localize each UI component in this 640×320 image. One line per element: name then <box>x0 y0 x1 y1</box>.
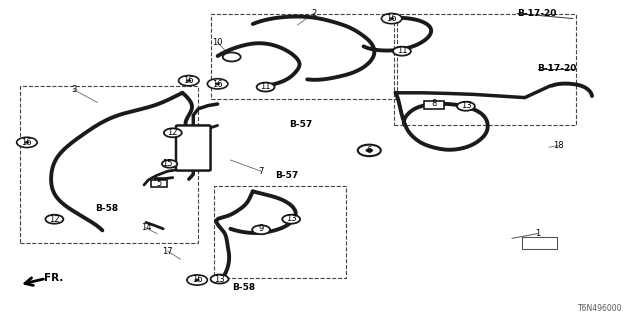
Bar <box>214 186 346 278</box>
Text: 16: 16 <box>184 76 194 85</box>
Text: 9: 9 <box>259 224 264 233</box>
Circle shape <box>162 160 177 168</box>
Text: 1: 1 <box>535 229 540 238</box>
Text: 16: 16 <box>212 80 223 89</box>
Text: 7: 7 <box>259 167 264 176</box>
Circle shape <box>389 17 394 20</box>
Text: 15: 15 <box>163 159 173 168</box>
Text: 13: 13 <box>461 101 471 110</box>
Text: 12: 12 <box>168 128 178 137</box>
Circle shape <box>207 79 228 89</box>
Text: 10: 10 <box>212 38 223 47</box>
Circle shape <box>223 52 241 61</box>
Circle shape <box>186 79 191 82</box>
Text: B-17-20: B-17-20 <box>538 64 577 73</box>
Circle shape <box>164 128 182 137</box>
Circle shape <box>252 225 270 234</box>
Circle shape <box>195 279 200 281</box>
Circle shape <box>381 13 402 24</box>
Text: B-17-20: B-17-20 <box>517 9 557 18</box>
Text: T6N496000: T6N496000 <box>577 304 622 313</box>
Circle shape <box>211 275 228 284</box>
Text: 12: 12 <box>49 215 60 224</box>
Text: 2: 2 <box>311 9 316 18</box>
Text: B-58: B-58 <box>95 204 118 213</box>
Text: 5: 5 <box>156 179 161 188</box>
Text: 16: 16 <box>192 276 202 284</box>
Text: 11: 11 <box>260 82 271 91</box>
Circle shape <box>179 76 199 86</box>
Bar <box>151 180 167 187</box>
Text: 6: 6 <box>367 146 372 155</box>
Text: 16: 16 <box>22 138 32 147</box>
Text: 3: 3 <box>71 85 76 94</box>
Circle shape <box>187 275 207 285</box>
Text: 16: 16 <box>387 14 397 23</box>
Text: 13: 13 <box>286 214 296 223</box>
Bar <box>211 14 397 99</box>
Text: B-57: B-57 <box>275 171 298 180</box>
Bar <box>20 86 198 243</box>
Circle shape <box>393 47 411 56</box>
Text: FR.: FR. <box>44 273 63 283</box>
Circle shape <box>365 148 373 152</box>
Text: 17: 17 <box>163 247 173 256</box>
Text: B-58: B-58 <box>232 283 255 292</box>
Text: B-57: B-57 <box>289 120 312 129</box>
Circle shape <box>257 83 275 92</box>
Bar <box>424 101 444 109</box>
Bar <box>394 14 576 125</box>
Bar <box>522 237 557 249</box>
Circle shape <box>215 83 220 85</box>
Circle shape <box>457 102 475 111</box>
Circle shape <box>24 141 29 144</box>
Text: 11: 11 <box>397 46 407 55</box>
Text: 14: 14 <box>141 223 151 232</box>
Text: 8: 8 <box>431 100 436 108</box>
Text: 13: 13 <box>214 275 225 284</box>
Circle shape <box>17 137 37 148</box>
Circle shape <box>358 145 381 156</box>
FancyBboxPatch shape <box>176 125 211 171</box>
Circle shape <box>45 215 63 224</box>
Circle shape <box>282 215 300 224</box>
Text: 18: 18 <box>553 141 563 150</box>
